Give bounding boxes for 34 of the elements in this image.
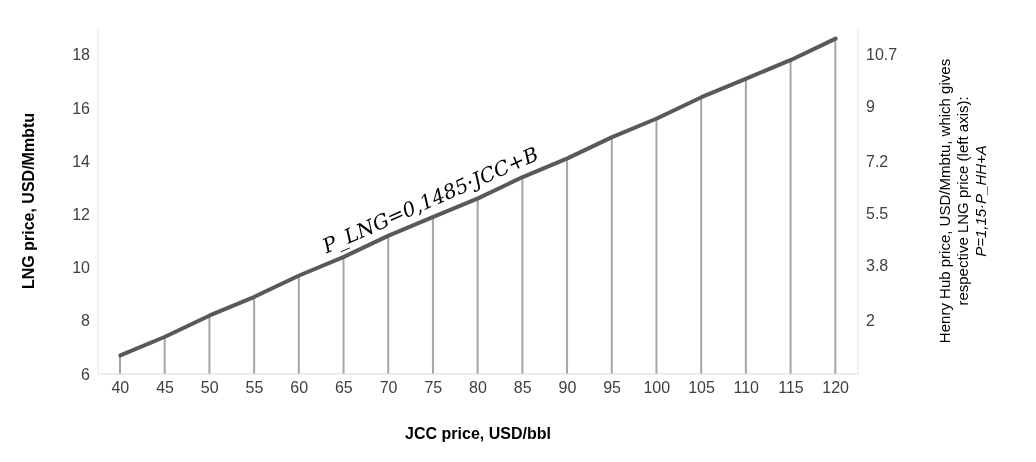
y2-tick-label: 9 bbox=[866, 98, 875, 116]
y-tick-label: 8 bbox=[81, 312, 91, 330]
x-tick-label: 70 bbox=[379, 379, 398, 397]
y-tick-label: 18 bbox=[72, 46, 91, 64]
line-series bbox=[118, 36, 838, 358]
x-axis-title: JCC price, USD/bbl bbox=[405, 425, 551, 442]
x-tick-label: 50 bbox=[200, 379, 219, 397]
x-tick-label: 110 bbox=[733, 379, 760, 397]
x-tick-label: 45 bbox=[156, 379, 175, 397]
y2-tick-label: 3.8 bbox=[866, 257, 889, 275]
x-tick-label: 65 bbox=[334, 379, 353, 397]
x-tick-label: 100 bbox=[643, 379, 671, 397]
y2-tick-label: 5.5 bbox=[866, 205, 889, 223]
y-tick-label: 10 bbox=[72, 259, 91, 277]
x-tick-label: 60 bbox=[290, 379, 309, 397]
x-tick-label: 40 bbox=[111, 379, 130, 397]
x-tick-label: 85 bbox=[513, 379, 532, 397]
x-tick-label: 115 bbox=[778, 379, 804, 397]
x-tick-label: 55 bbox=[245, 379, 264, 397]
y2-tick-label: 7.2 bbox=[866, 153, 889, 171]
y-tick-label: 6 bbox=[81, 365, 91, 383]
x-tick-label: 105 bbox=[688, 379, 715, 397]
y-tick-label: 14 bbox=[72, 152, 91, 170]
x-tick-label: 75 bbox=[424, 379, 443, 397]
x-tick-label: 120 bbox=[822, 379, 850, 397]
y2-tick-label: 2 bbox=[866, 312, 875, 330]
x-tick-label: 90 bbox=[558, 379, 577, 397]
y-tick-label: 12 bbox=[72, 205, 91, 223]
x-tick-label: 80 bbox=[469, 379, 487, 397]
y2-axis-title: Henry Hub price, USD/Mmbtu, which gives respective LNG price (left axis): P=1,15·P_HH+A bbox=[936, 58, 989, 344]
y-axis-title: LNG price, USD/Mmbtu bbox=[19, 112, 37, 290]
y-tick-label: 16 bbox=[72, 99, 91, 117]
y2-tick-label: 10.7 bbox=[866, 46, 898, 64]
x-tick-label: 95 bbox=[603, 379, 622, 397]
